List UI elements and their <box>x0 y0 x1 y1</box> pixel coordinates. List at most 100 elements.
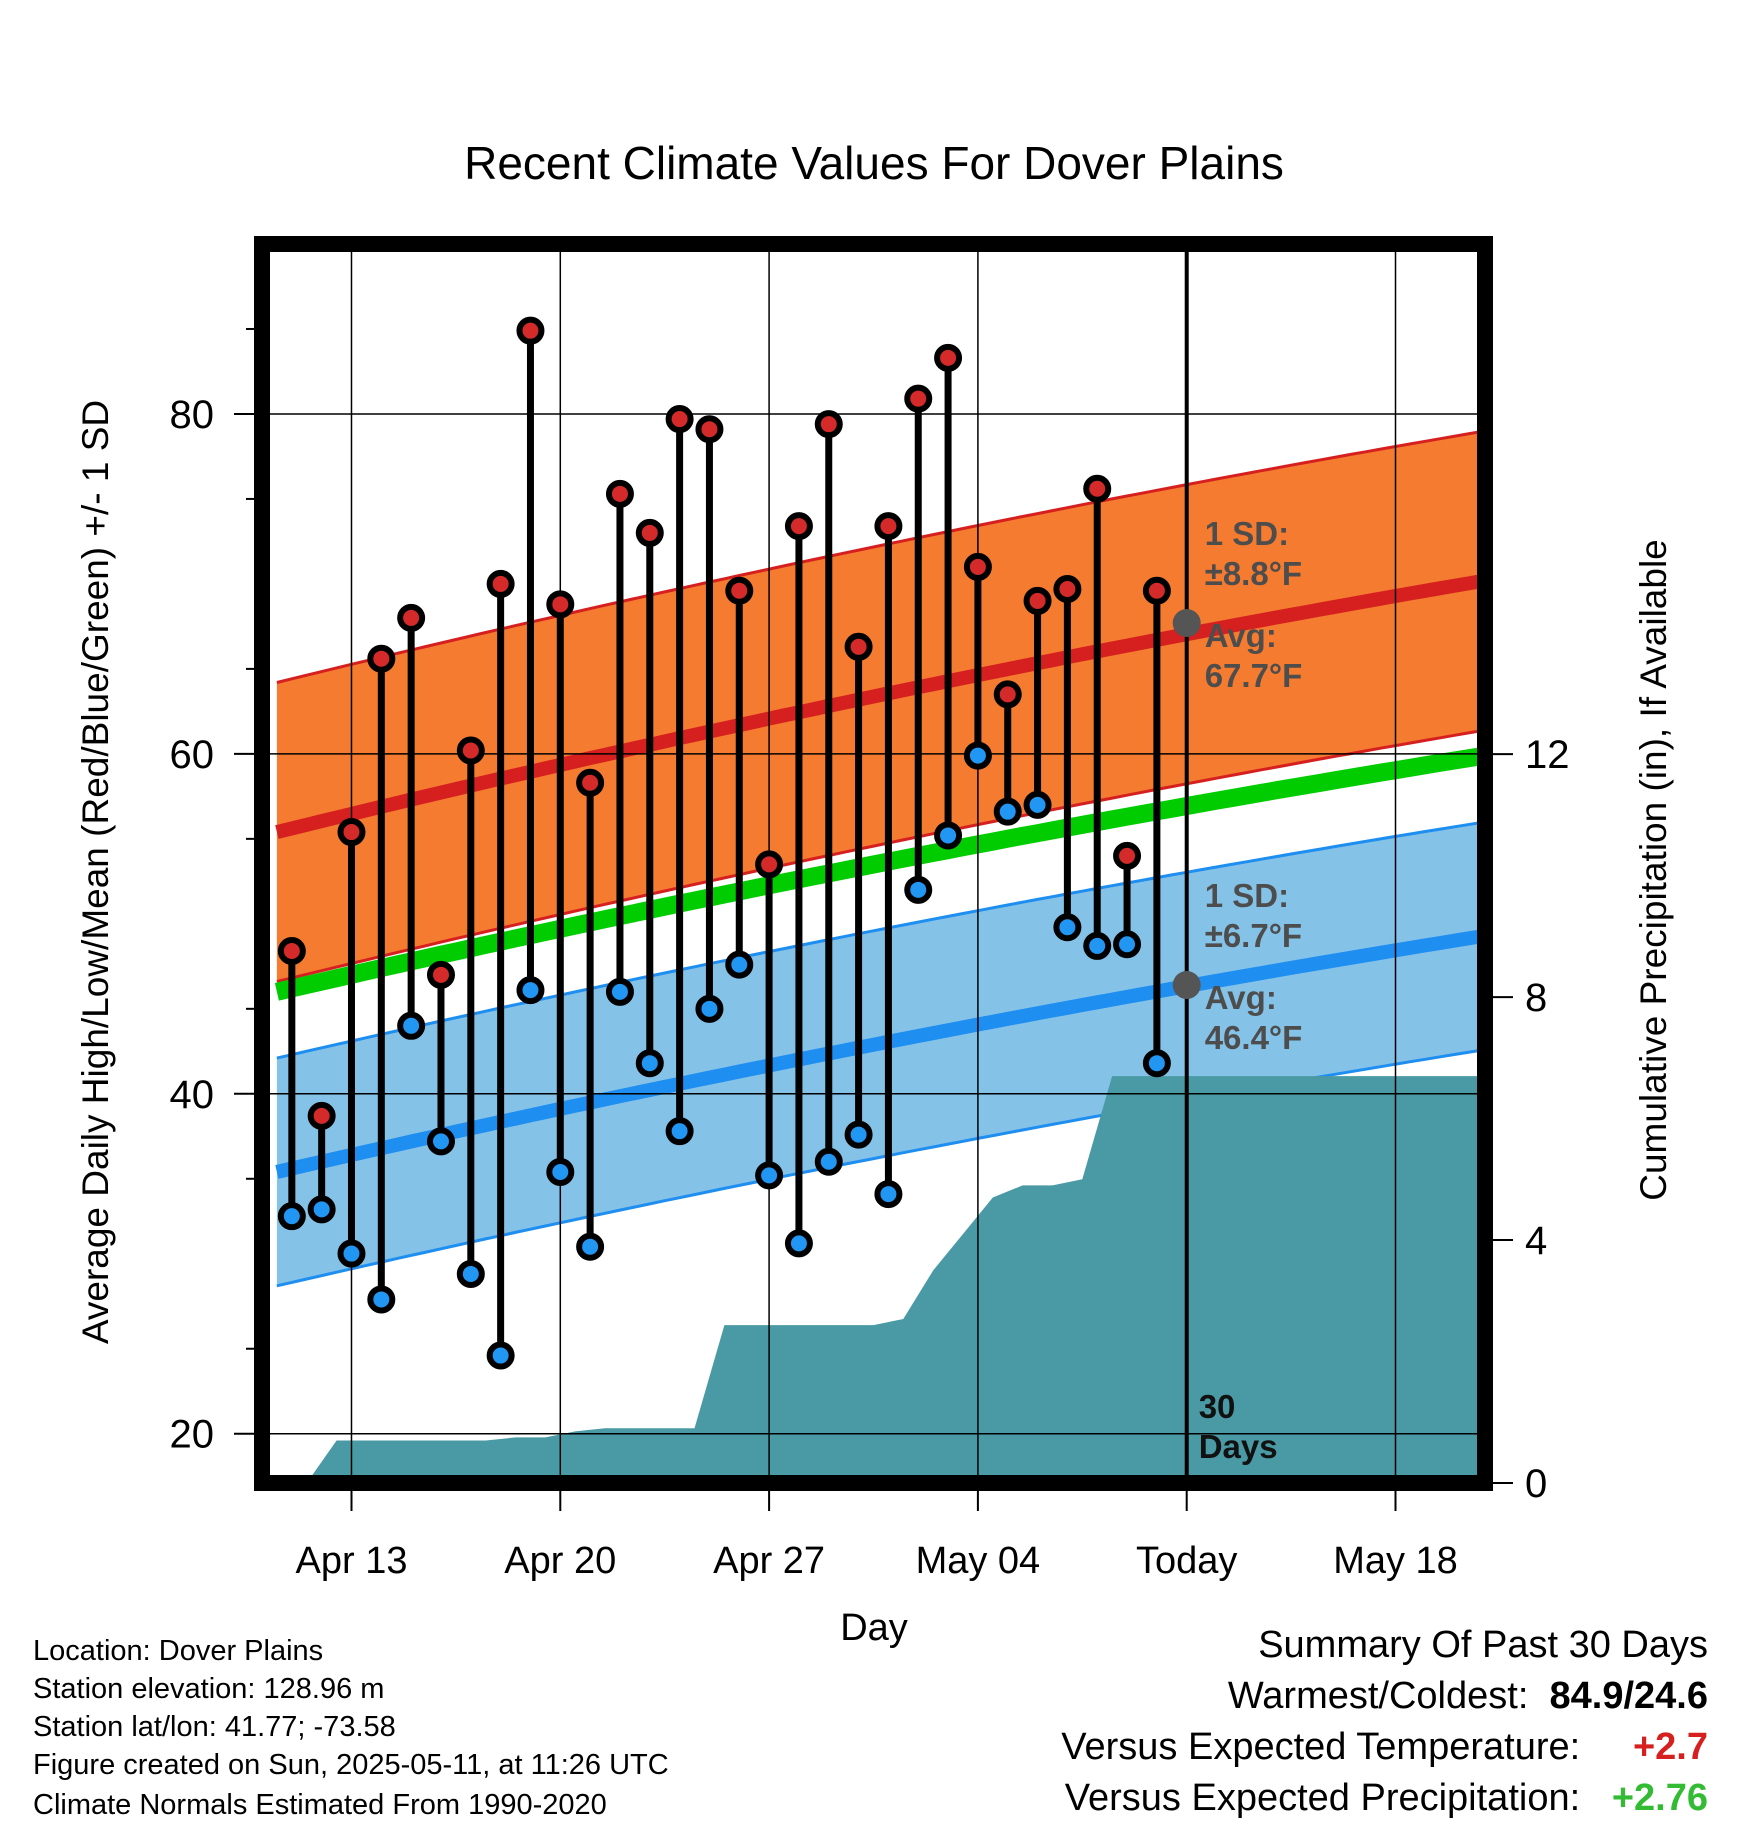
warmest-label: Warmest/Coldest: <box>1227 1675 1529 1717</box>
daily-high-point <box>397 603 426 632</box>
high-sd-value: ±8.8°F <box>1205 555 1302 592</box>
elevation-text: Station elevation: 128.96 m <box>33 1673 385 1705</box>
daily-low-point <box>397 1011 426 1040</box>
plot-frame <box>254 236 1493 1491</box>
daily-low-point <box>456 1259 485 1288</box>
daily-low-point <box>486 1341 515 1370</box>
daily-low-point <box>874 1180 903 1209</box>
daily-high-point <box>576 768 605 797</box>
y-tick-label: 40 <box>170 1073 215 1117</box>
low-avg-label: Avg: <box>1205 979 1277 1016</box>
x-axis-label: Day <box>840 1607 908 1649</box>
daily-low-point <box>277 1202 306 1231</box>
daily-low-point <box>814 1147 843 1176</box>
daily-low-point <box>1142 1049 1171 1078</box>
location-text: Location: Dover Plains <box>33 1635 324 1667</box>
daily-high-point <box>1053 575 1082 604</box>
daily-low-point <box>755 1161 784 1190</box>
daily-high-point <box>426 960 455 989</box>
y-tick-label: 60 <box>170 733 215 777</box>
today-high-normal-point <box>1172 609 1201 638</box>
daily-low-point <box>546 1157 575 1186</box>
normal-low-band <box>276 821 1485 1286</box>
daily-low-point <box>1023 790 1052 819</box>
daily-high-point <box>456 736 485 765</box>
normal-high-line <box>275 573 1485 839</box>
daily-high-point <box>695 415 724 444</box>
daily-low-point <box>367 1285 396 1314</box>
daily-low-point <box>1083 931 1112 960</box>
high-avg-label: Avg: <box>1205 617 1277 654</box>
y2-axis-label: Cumulative Precipitation (in), If Availa… <box>1633 539 1674 1201</box>
daily-low-point <box>1113 930 1142 959</box>
daily-high-point <box>546 590 575 619</box>
daily-low-point <box>516 976 545 1005</box>
y-tick-label: 80 <box>170 393 215 437</box>
high-avg-value: 67.7°F <box>1205 657 1303 694</box>
daily-high-point <box>367 644 396 673</box>
daily-low-point <box>576 1232 605 1261</box>
precip-label: Versus Expected Precipitation: <box>1064 1777 1581 1819</box>
daily-high-point <box>516 316 545 345</box>
daily-high-point <box>277 937 306 966</box>
x-tick-label: May 18 <box>1333 1540 1458 1582</box>
today-label-unit: Days <box>1199 1428 1278 1465</box>
summary-title: Summary Of Past 30 Days <box>1258 1624 1708 1666</box>
daily-low-point <box>665 1117 694 1146</box>
high-sd-label: 1 SD: <box>1205 515 1289 552</box>
x-tick-label: May 04 <box>916 1540 1041 1582</box>
chart-title: Recent Climate Values For Dover Plains <box>464 137 1284 189</box>
summary-warmest: Warmest/Coldest: 84.9/24.6 <box>1228 1675 1708 1718</box>
daily-low-point <box>993 797 1022 826</box>
normal-low-line <box>275 928 1485 1179</box>
daily-high-point <box>874 512 903 541</box>
daily-high-point <box>307 1101 336 1130</box>
normal-low-band-upper-edge <box>276 820 1485 1060</box>
low-avg-value: 46.4°F <box>1205 1019 1303 1056</box>
temp-value: +2.7 <box>1632 1726 1708 1768</box>
today-label-number: 30 <box>1199 1388 1236 1425</box>
daily-high-point <box>1142 576 1171 605</box>
daily-low-point <box>904 875 933 904</box>
daily-high-point <box>1083 474 1112 503</box>
precipitation-area <box>262 1076 1485 1483</box>
daily-high-point <box>605 479 634 508</box>
daily-high-point <box>934 343 963 372</box>
y-tick-label: 20 <box>170 1413 215 1457</box>
y2-tick-label: 12 <box>1525 733 1570 777</box>
y2-tick-label: 8 <box>1525 976 1547 1020</box>
created-text: Figure created on Sun, 2025-05-11, at 11… <box>33 1749 669 1781</box>
x-tick-label: Today <box>1136 1540 1237 1582</box>
daily-high-point <box>963 552 992 581</box>
normal-high-band-lower-edge <box>276 728 1485 984</box>
daily-low-point <box>605 977 634 1006</box>
summary-temperature: Versus Expected Temperature: +2.7 <box>1061 1726 1708 1769</box>
daily-low-point <box>725 950 754 979</box>
daily-low-point <box>963 741 992 770</box>
summary-precipitation: Versus Expected Precipitation: +2.76 <box>1065 1777 1708 1820</box>
daily-high-point <box>1113 841 1142 870</box>
daily-low-point <box>844 1120 873 1149</box>
low-sd-value: ±6.7°F <box>1205 917 1302 954</box>
normals-text: Climate Normals Estimated From 1990-2020 <box>33 1789 607 1821</box>
daily-high-point <box>844 632 873 661</box>
y2-tick-label: 4 <box>1525 1219 1547 1263</box>
normal-high-band-upper-edge <box>276 429 1485 684</box>
x-tick-label: Apr 20 <box>504 1540 616 1582</box>
daily-high-point <box>755 850 784 879</box>
x-tick-label: Apr 13 <box>296 1540 408 1582</box>
daily-high-point <box>486 569 515 598</box>
normal-high-band <box>276 431 1485 982</box>
temp-label: Versus Expected Temperature: <box>1061 1726 1581 1768</box>
daily-low-point <box>635 1049 664 1078</box>
x-tick-label: Apr 27 <box>713 1540 825 1582</box>
latlon-text: Station lat/lon: 41.77; -73.58 <box>33 1711 396 1743</box>
daily-high-point <box>904 384 933 413</box>
daily-high-point <box>814 410 843 439</box>
y-axis-label: Average Daily High/Low/Mean (Red/Blue/Gr… <box>75 400 116 1344</box>
daily-low-point <box>307 1195 336 1224</box>
daily-low-point <box>934 821 963 850</box>
